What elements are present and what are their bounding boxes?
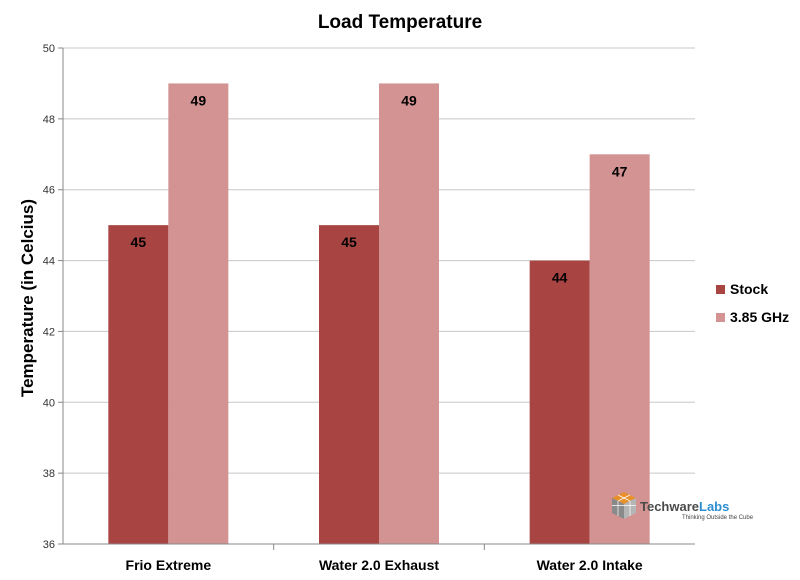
legend-label: Stock: [730, 281, 768, 297]
logo-brand: TechwareLabs: [640, 499, 729, 514]
y-tick-label: 38: [43, 468, 55, 480]
y-axis-title: Temperature (in Celcius): [18, 199, 37, 397]
y-axis-ticks: 36 38 40 42 44 46 48 50: [43, 43, 55, 551]
bar-stock-2: [529, 260, 590, 544]
data-label: 45: [131, 234, 147, 250]
bar-stock-0: [108, 225, 169, 544]
techwarelabs-logo: TechwareLabs Thinking Outside the Cube: [612, 492, 754, 521]
data-label: 44: [552, 270, 568, 286]
y-tick-label: 46: [43, 185, 55, 197]
data-label: 45: [341, 234, 357, 250]
y-tick-label: 40: [43, 397, 55, 409]
data-labels: 45 49 45 49 44 47: [131, 92, 628, 285]
axes: [62, 48, 695, 545]
data-label: 49: [191, 92, 207, 108]
x-axis-ticks: Frio Extreme Water 2.0 Exhaust Water 2.0 I…: [126, 544, 643, 573]
y-tick-label: 44: [43, 256, 55, 268]
logo-tagline: Thinking Outside the Cube: [682, 515, 754, 521]
data-label: 47: [612, 163, 628, 179]
legend-swatch: [716, 313, 725, 322]
bar-3-85-ghz-0: [168, 83, 229, 544]
y-tick-label: 48: [43, 114, 55, 126]
legend-label: 3.85 GHz: [730, 309, 789, 325]
chart-title: Load Temperature: [318, 12, 482, 33]
cube-icon: [612, 492, 636, 519]
x-tick-label: Water 2.0 Intake: [537, 557, 643, 573]
y-tick-label: 50: [43, 43, 55, 55]
bar-3-85-ghz-1: [379, 83, 439, 544]
data-label: 49: [401, 92, 417, 108]
x-tick-label: Frio Extreme: [126, 557, 212, 573]
bar-stock-1: [319, 225, 379, 544]
legend-swatch: [716, 285, 725, 294]
x-tick-label: Water 2.0 Exhaust: [319, 557, 439, 573]
bars: [108, 83, 650, 545]
y-tick-label: 36: [43, 539, 55, 551]
bar-3-85-ghz-2: [589, 154, 650, 545]
y-tick-label: 42: [43, 326, 55, 338]
legend: Stock 3.85 GHz: [716, 281, 789, 325]
